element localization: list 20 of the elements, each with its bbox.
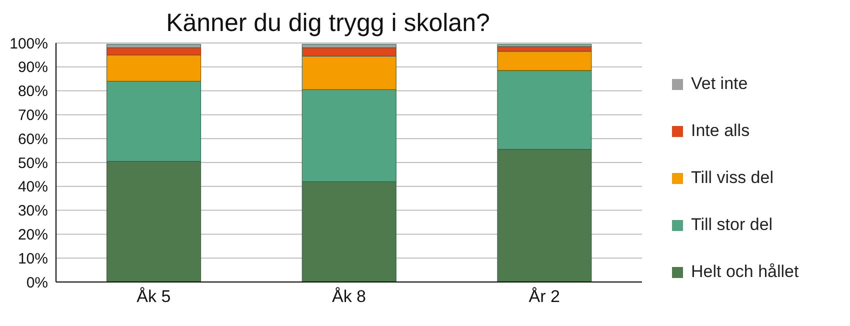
y-tick-label: 20%	[18, 226, 48, 244]
chart-title: Känner du dig trygg i skolan?	[166, 9, 490, 37]
legend-label: Helt och hållet	[691, 262, 799, 282]
legend-label: Vet inte	[691, 74, 748, 94]
y-tick-label: 90%	[18, 59, 48, 76]
y-tick-label: 40%	[18, 178, 48, 196]
legend-label: Till viss del	[691, 168, 774, 188]
legend-label: Till stor del	[691, 215, 773, 235]
y-tick-label: 80%	[18, 83, 48, 100]
y-tick-label: 30%	[18, 202, 48, 220]
x-tick-label: Åk 8	[332, 287, 366, 306]
y-tick-label: 70%	[18, 107, 48, 124]
legend-label: Inte alls	[691, 121, 750, 141]
y-tick-label: 10%	[18, 250, 48, 268]
x-tick-label: Åk 5	[136, 287, 171, 306]
y-tick-label: 60%	[18, 130, 48, 148]
y-tick-label: 0%	[26, 274, 48, 292]
y-tick-label: 50%	[18, 154, 48, 172]
x-tick-label: År 2	[528, 287, 560, 306]
y-tick-label: 100%	[10, 35, 48, 52]
